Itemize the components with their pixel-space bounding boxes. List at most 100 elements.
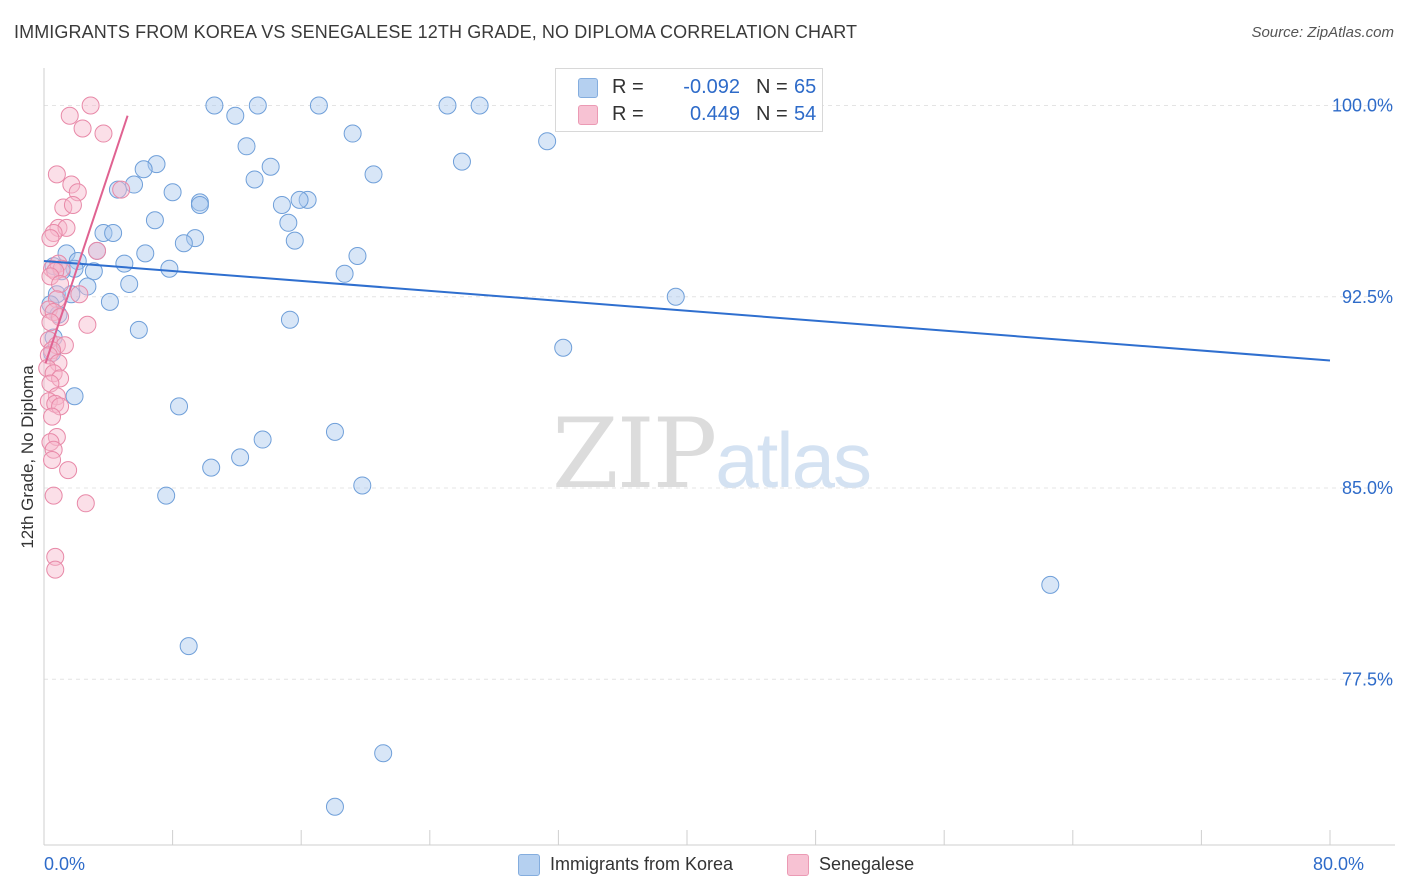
- x-tick-label: 0.0%: [44, 854, 85, 874]
- r-value: -0.092: [683, 76, 740, 98]
- r-value: 0.449: [689, 103, 740, 125]
- korea-point: [94, 224, 113, 242]
- korea-point: [205, 96, 224, 115]
- korea-point: [335, 264, 354, 283]
- source-label: Source: ZipAtlas.com: [1251, 24, 1394, 41]
- watermark: ZIPatlas: [552, 398, 872, 510]
- senegalese-point: [47, 165, 66, 184]
- senegalese-point: [88, 241, 107, 260]
- korea-point: [285, 231, 304, 250]
- y-tick-label: 77.5%: [1342, 669, 1393, 689]
- korea-point: [104, 224, 123, 242]
- korea-point: [438, 96, 457, 115]
- korea-points: [41, 96, 1060, 816]
- korea-point: [343, 124, 362, 143]
- senegalese-point: [49, 354, 68, 373]
- korea-point: [145, 211, 164, 230]
- watermark-atlas: atlas: [715, 416, 872, 504]
- r-label: R =: [612, 76, 644, 98]
- senegalese-point: [46, 547, 65, 566]
- senegalese-point: [76, 494, 95, 513]
- korea-point: [470, 96, 489, 115]
- korea-point: [280, 310, 299, 329]
- korea-point: [157, 486, 176, 505]
- senegalese-swatch: [578, 105, 598, 125]
- stats-legend: R = -0.092 N = 65 R = 0.449 N = 54: [555, 68, 823, 132]
- korea-point: [65, 387, 84, 406]
- n-value: 54: [794, 103, 817, 125]
- korea-point: [163, 183, 182, 202]
- korea-point: [279, 213, 298, 232]
- korea-point: [325, 422, 344, 441]
- senegalese-point: [94, 124, 113, 143]
- korea-point: [231, 448, 250, 467]
- korea-point: [348, 246, 367, 265]
- y-tick-label: 100.0%: [1332, 96, 1393, 116]
- korea-point: [245, 170, 264, 189]
- korea-point: [47, 285, 66, 304]
- n-label: N =: [756, 103, 788, 125]
- korea-point: [374, 744, 393, 763]
- chart-title: IMMIGRANTS FROM KOREA VS SENEGALESE 12TH…: [14, 22, 858, 42]
- korea-swatch: [578, 78, 598, 98]
- senegalese-points: [38, 96, 131, 579]
- korea-point: [309, 96, 328, 115]
- senegalese-point: [70, 285, 89, 304]
- korea-point: [134, 160, 153, 179]
- legend-label-senegalese: Senegalese: [819, 854, 915, 874]
- r-label: R =: [612, 103, 644, 125]
- senegalese-point: [81, 96, 100, 115]
- korea-point: [364, 165, 383, 184]
- y-axis-label: 12th Grade, No Diploma: [18, 365, 37, 549]
- y-tick-label: 85.0%: [1342, 478, 1393, 498]
- korea-point: [290, 190, 309, 209]
- korea-point: [190, 195, 209, 214]
- senegalese-trend-line: [44, 115, 129, 364]
- trend-lines: [43, 115, 1331, 364]
- korea-point: [170, 397, 189, 416]
- korea-point: [136, 244, 155, 263]
- korea-swatch: [518, 854, 540, 876]
- senegalese-point: [112, 180, 131, 199]
- tick-labels: 100.0% 92.5% 85.0% 77.5% 0.0% 80.0%: [44, 96, 1393, 875]
- senegalese-point: [59, 461, 78, 480]
- legend-label-korea: Immigrants from Korea: [550, 854, 734, 874]
- senegalese-point: [78, 315, 97, 334]
- korea-point: [452, 152, 471, 171]
- series-legend: Immigrants from Korea Senegalese: [0, 852, 1406, 878]
- korea-point: [272, 195, 291, 214]
- senegalese-point: [60, 106, 79, 125]
- korea-point: [666, 287, 685, 306]
- korea-point: [84, 262, 103, 281]
- korea-point: [325, 797, 344, 816]
- korea-point: [179, 637, 198, 656]
- korea-point: [100, 292, 119, 311]
- korea-point: [353, 476, 372, 495]
- senegalese-point: [62, 175, 81, 194]
- korea-point: [253, 430, 272, 449]
- korea-point: [554, 338, 573, 357]
- korea-point: [261, 157, 280, 176]
- y-tick-label: 92.5%: [1342, 287, 1393, 307]
- korea-point: [226, 106, 245, 125]
- senegalese-point: [46, 560, 65, 579]
- n-value: 65: [794, 76, 817, 98]
- korea-point: [538, 132, 557, 151]
- korea-trend-line: [43, 260, 1331, 362]
- korea-point: [202, 458, 221, 477]
- senegalese-point: [44, 224, 63, 242]
- senegalese-point: [41, 267, 60, 286]
- korea-point: [237, 137, 256, 156]
- senegalese-point: [73, 119, 92, 138]
- senegalese-point: [43, 450, 62, 469]
- watermark-zip: ZIP: [552, 398, 717, 510]
- senegalese-swatch: [787, 854, 809, 876]
- senegalese-point: [51, 369, 70, 388]
- senegalese-point: [51, 275, 70, 293]
- senegalese-point: [43, 407, 62, 426]
- korea-point: [120, 275, 139, 293]
- x-tick-label: 80.0%: [1313, 854, 1364, 874]
- korea-point: [186, 229, 205, 248]
- korea-point: [174, 234, 193, 253]
- n-label: N =: [756, 76, 788, 98]
